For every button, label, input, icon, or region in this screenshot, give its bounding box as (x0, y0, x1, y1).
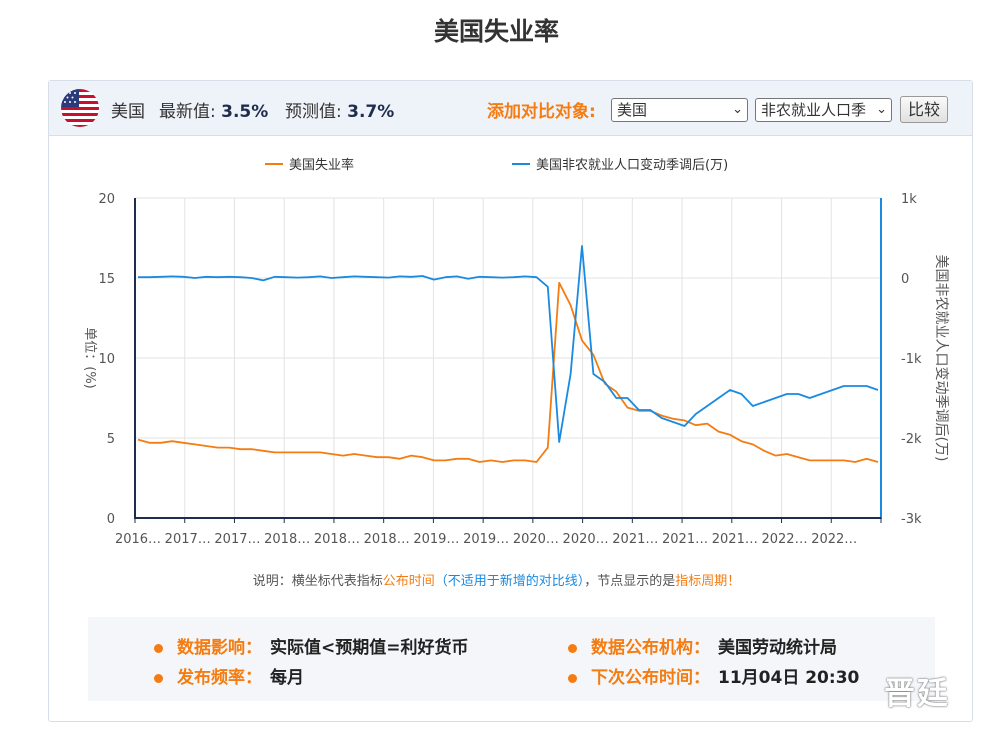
info-frequency: 发布频率： 每月 (154, 663, 304, 688)
left-axis-title: 单位：(%) (82, 327, 97, 389)
indicator-header: 美国 最新值: 3.5% 预测值: 3.7% 添加对比对象: 美国 ⌄ 非农就业… (49, 81, 972, 136)
x-tick-label: 2018… (314, 532, 360, 547)
chevron-down-icon: ⌄ (874, 99, 887, 121)
x-tick-label: 2018… (264, 532, 310, 547)
x-tick-label: 2021… (712, 532, 758, 547)
x-tick-label: 2016… (115, 532, 161, 547)
forecast-stat: 预测值: 3.7% (285, 97, 394, 122)
add-compare-label: 添加对比对象: (487, 102, 596, 122)
x-tick-label: 2020… (513, 532, 559, 547)
freq-value: 每月 (270, 668, 304, 688)
latest-stat: 最新值: 3.5% (159, 97, 268, 122)
impact-key: 数据影响： (177, 638, 262, 658)
next-value: 11月04日 20:30 (718, 668, 860, 688)
note-prefix: 说明：横坐标代表指标 (252, 574, 383, 589)
right-tick-label: 0 (901, 272, 909, 287)
x-tick-label: 2020… (563, 532, 609, 547)
payrolls-line (138, 245, 879, 443)
x-tick-label: 2022… (811, 532, 857, 547)
next-key: 下次公布时间： (591, 668, 710, 688)
freq-key: 发布频率： (177, 668, 262, 688)
bullet-icon (568, 673, 577, 683)
legend-label: 美国失业率 (289, 157, 354, 173)
chevron-down-icon: ⌄ (732, 102, 743, 117)
note-publish-time: 公布时间 (382, 574, 435, 589)
org-key: 数据公布机构： (591, 638, 710, 658)
left-tick-label: 15 (98, 272, 115, 287)
indicator-select[interactable]: 非农就业人口季 ⌄ (755, 98, 892, 122)
note-period: 指标周期 (675, 574, 728, 589)
latest-value: 3.5% (221, 102, 269, 122)
note-middle: ，节点显示的是 (584, 574, 676, 589)
left-tick-label: 20 (98, 192, 115, 207)
org-value: 美国劳动统计局 (718, 638, 837, 658)
country-name: 美国 (111, 102, 145, 122)
right-tick-label: 1k (901, 192, 917, 207)
right-tick-label: -1k (901, 352, 922, 367)
x-tick-label: 2021… (612, 532, 658, 547)
latest-label: 最新值: (159, 102, 216, 122)
bullet-icon (154, 673, 163, 683)
x-tick-label: 2019… (463, 532, 509, 547)
unemployment-line (137, 281, 879, 463)
page-title: 美国失业率 (433, 17, 559, 46)
right-tick-label: -3k (901, 512, 922, 527)
x-tick-label: 2017… (165, 532, 211, 547)
info-panel: 数据影响： 实际值<预期值=利好货币 数据公布机构： 美国劳动统计局 发布频率： 每月… (88, 617, 935, 701)
watermark-logo: 晋廷 (884, 676, 950, 712)
forecast-label: 预测值: (285, 102, 342, 122)
x-tick-label: 2022… (761, 532, 807, 547)
note-paren: （不适用于新增的对比线） (434, 574, 585, 589)
right-tick-label: -2k (901, 432, 922, 447)
bullet-icon (568, 643, 577, 653)
info-impact: 数据影响： 实际值<预期值=利好货币 (154, 633, 469, 658)
info-org: 数据公布机构： 美国劳动统计局 (568, 633, 837, 658)
x-tick-label: 2021… (662, 532, 708, 547)
indicator-card: 美国 最新值: 3.5% 预测值: 3.7% 添加对比对象: 美国 ⌄ 非农就业… (48, 80, 973, 722)
left-tick-label: 0 (107, 512, 115, 527)
right-axis-title: 美国非农就业人口变动季调后(万) (933, 255, 949, 462)
x-tick-label: 2019… (413, 532, 459, 547)
country-select[interactable]: 美国 ⌄ (611, 98, 748, 122)
bullet-icon (154, 643, 163, 653)
country-select-value: 美国 (617, 101, 648, 119)
impact-value: 实际值<预期值=利好货币 (270, 638, 469, 658)
left-tick-label: 10 (98, 352, 115, 367)
indicator-select-value: 非农就业人口季 (761, 101, 867, 119)
note-end: ！ (727, 574, 741, 589)
chart-note: 说明：横坐标代表指标公布时间（不适用于新增的对比线），节点显示的是指标周期！ (0, 570, 993, 589)
compare-button[interactable]: 比较 (900, 96, 948, 123)
forecast-value: 3.7% (347, 102, 395, 122)
left-tick-label: 5 (107, 432, 115, 447)
info-next-release: 下次公布时间： 11月04日 20:30 (568, 663, 859, 688)
legend-label: 美国非农就业人口变动季调后(万) (536, 157, 728, 173)
x-tick-label: 2017… (214, 532, 260, 547)
x-tick-label: 2018… (364, 532, 410, 547)
